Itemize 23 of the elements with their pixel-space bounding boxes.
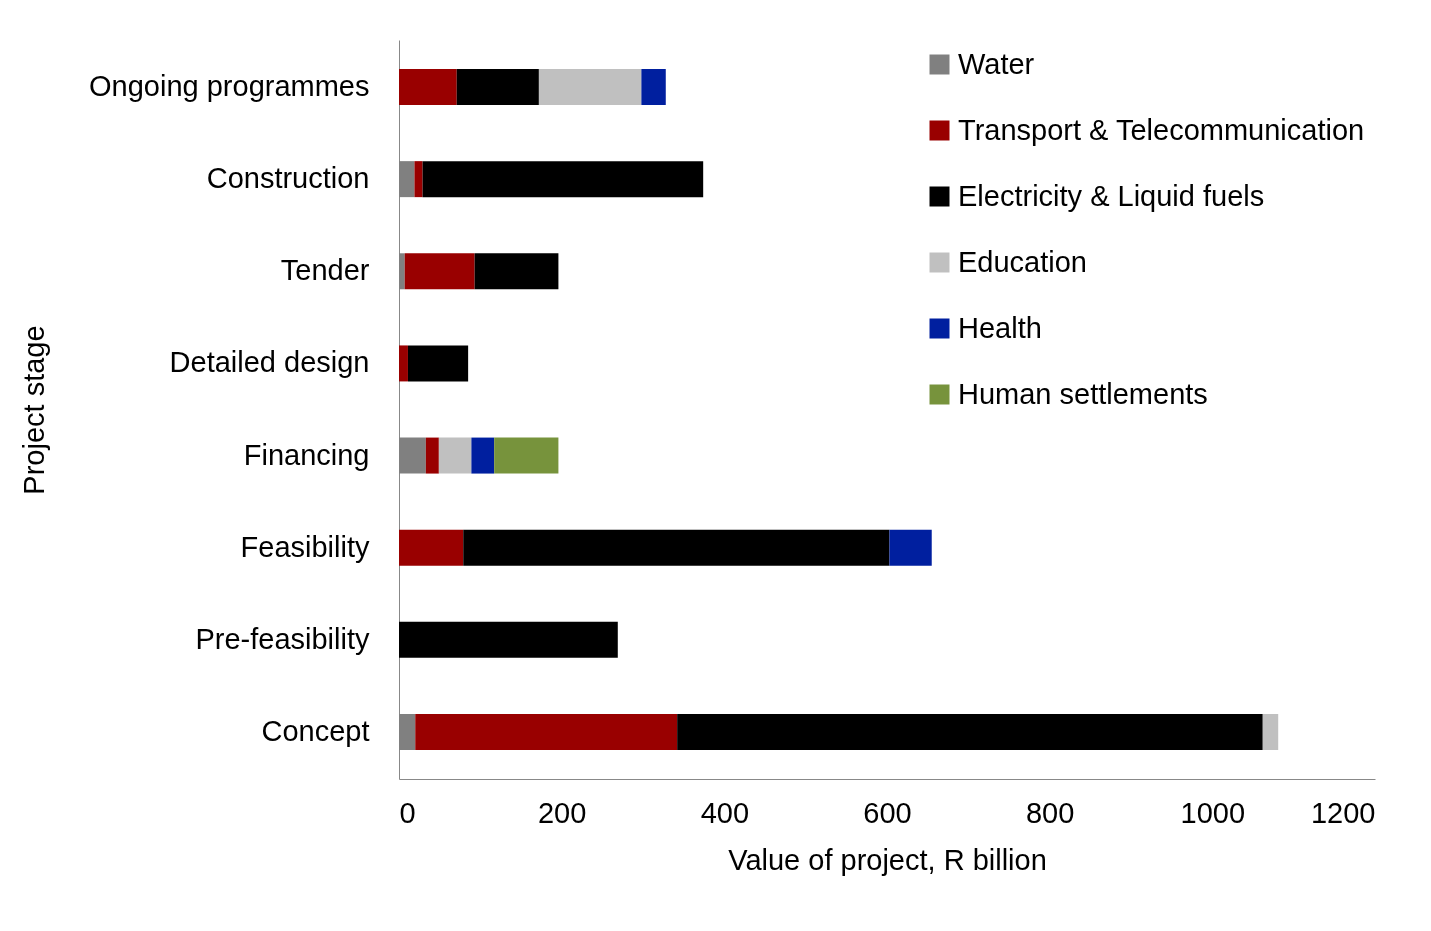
y-tick-label: Feasibility — [240, 530, 370, 563]
y-tick-label: Construction — [206, 162, 370, 195]
x-tick-label: 400 — [700, 796, 750, 829]
legend-label: Electricity & Liquid fuels — [958, 179, 1265, 212]
legend-label: Health — [958, 311, 1042, 344]
x-axis-title: Value of project, R billion — [728, 843, 1047, 876]
legend-label: Water — [958, 47, 1035, 80]
x-tick-label: 600 — [863, 796, 912, 829]
x-tick-label: 800 — [1025, 796, 1075, 829]
y-tick-label: Tender — [280, 254, 370, 287]
y-tick-label: Concept — [261, 715, 370, 748]
x-tick-label: 0 — [399, 796, 416, 829]
x-tick-label: 200 — [537, 796, 587, 829]
y-tick-label: Ongoing programmes — [89, 69, 370, 102]
y-tick-label: Detailed design — [169, 346, 370, 379]
legend-label: Transport & Telecommunication — [958, 113, 1365, 146]
legend-label: Education — [958, 245, 1087, 278]
legend-label: Human settlements — [958, 377, 1208, 410]
x-tick-label: 1200 — [1310, 796, 1376, 829]
y-tick-label: Pre-feasibility — [195, 622, 370, 655]
y-tick-label: Financing — [243, 438, 370, 471]
y-axis-title: Project stage — [17, 325, 50, 495]
x-tick-label: 1000 — [1180, 796, 1246, 829]
